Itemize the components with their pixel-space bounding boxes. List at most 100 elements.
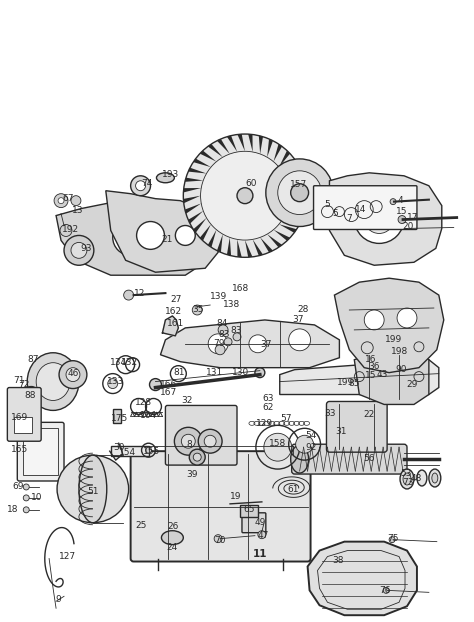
Polygon shape (161, 320, 339, 368)
Polygon shape (259, 136, 263, 154)
Text: 199: 199 (385, 335, 403, 345)
Polygon shape (289, 199, 307, 203)
Polygon shape (287, 168, 301, 180)
Text: 4: 4 (397, 196, 403, 205)
Circle shape (189, 449, 205, 465)
Circle shape (201, 151, 289, 240)
Text: 47: 47 (257, 531, 269, 540)
Polygon shape (354, 350, 429, 404)
Ellipse shape (400, 469, 414, 489)
Text: 37: 37 (260, 340, 272, 350)
Text: 12: 12 (134, 289, 145, 297)
Circle shape (137, 221, 164, 249)
Polygon shape (245, 240, 253, 258)
Circle shape (198, 429, 222, 453)
Polygon shape (208, 144, 223, 157)
Circle shape (389, 537, 395, 542)
Circle shape (54, 193, 68, 208)
Text: 73: 73 (402, 478, 414, 488)
Text: 87: 87 (27, 355, 39, 364)
Text: 198: 198 (392, 347, 409, 356)
Circle shape (60, 225, 72, 236)
Circle shape (192, 305, 202, 315)
Circle shape (113, 220, 148, 255)
Circle shape (364, 310, 384, 330)
Text: 48: 48 (410, 473, 422, 483)
Circle shape (233, 333, 241, 341)
Circle shape (390, 198, 396, 205)
Circle shape (193, 453, 201, 461)
FancyBboxPatch shape (313, 186, 417, 230)
Text: 5: 5 (333, 209, 338, 218)
Bar (14, 417, 32, 434)
Polygon shape (260, 238, 273, 253)
Circle shape (183, 134, 307, 258)
Polygon shape (208, 230, 217, 248)
Polygon shape (217, 234, 223, 253)
Text: 133: 133 (107, 377, 124, 386)
Text: 39: 39 (186, 470, 198, 478)
Text: 83: 83 (219, 330, 230, 340)
Circle shape (264, 434, 292, 461)
Text: 154: 154 (119, 448, 136, 457)
Text: 28: 28 (297, 305, 308, 313)
Circle shape (218, 325, 228, 335)
Text: 161: 161 (167, 320, 184, 328)
Circle shape (175, 226, 195, 246)
Polygon shape (217, 139, 230, 154)
Circle shape (224, 338, 232, 346)
Text: 31: 31 (336, 427, 347, 436)
Text: 56: 56 (364, 453, 375, 463)
Text: 30: 30 (113, 443, 125, 452)
Text: 46: 46 (67, 369, 79, 378)
Text: 139: 139 (210, 292, 227, 300)
Text: 193: 193 (162, 170, 179, 179)
Text: 43: 43 (376, 370, 388, 379)
Polygon shape (188, 211, 203, 224)
Text: 158: 158 (269, 439, 286, 448)
FancyBboxPatch shape (327, 401, 387, 452)
Text: 130: 130 (232, 368, 250, 377)
Ellipse shape (417, 470, 427, 486)
Bar (111, 446, 148, 456)
Text: 10: 10 (31, 493, 43, 503)
Polygon shape (163, 316, 178, 336)
Polygon shape (267, 139, 273, 157)
Circle shape (58, 198, 64, 203)
Circle shape (108, 379, 118, 389)
Text: 75: 75 (387, 534, 399, 543)
Text: 24: 24 (167, 543, 178, 552)
Text: 32: 32 (182, 396, 193, 405)
Circle shape (182, 434, 195, 448)
Text: 63: 63 (262, 394, 273, 403)
Text: 131: 131 (206, 368, 223, 377)
Ellipse shape (156, 173, 174, 183)
Polygon shape (193, 159, 211, 167)
Polygon shape (200, 224, 211, 241)
Text: 164: 164 (140, 411, 157, 420)
Circle shape (59, 361, 87, 389)
Text: 127: 127 (59, 552, 77, 561)
Circle shape (364, 203, 394, 233)
Polygon shape (253, 239, 263, 256)
Polygon shape (283, 159, 297, 174)
Circle shape (291, 183, 309, 202)
Text: 76: 76 (379, 586, 391, 595)
Polygon shape (289, 178, 305, 188)
Bar (113, 409, 121, 424)
Polygon shape (335, 278, 444, 373)
Ellipse shape (36, 363, 70, 401)
Text: 85: 85 (348, 379, 360, 388)
Text: 70: 70 (214, 536, 226, 545)
Text: 60: 60 (245, 179, 256, 188)
Text: 22: 22 (364, 410, 375, 419)
Text: 165: 165 (10, 445, 28, 453)
Text: 61: 61 (287, 485, 299, 494)
Polygon shape (279, 151, 290, 167)
FancyBboxPatch shape (242, 513, 266, 532)
Text: 134: 134 (110, 358, 127, 367)
Circle shape (237, 188, 253, 203)
Ellipse shape (291, 445, 309, 473)
Circle shape (23, 495, 29, 501)
Circle shape (66, 368, 80, 381)
